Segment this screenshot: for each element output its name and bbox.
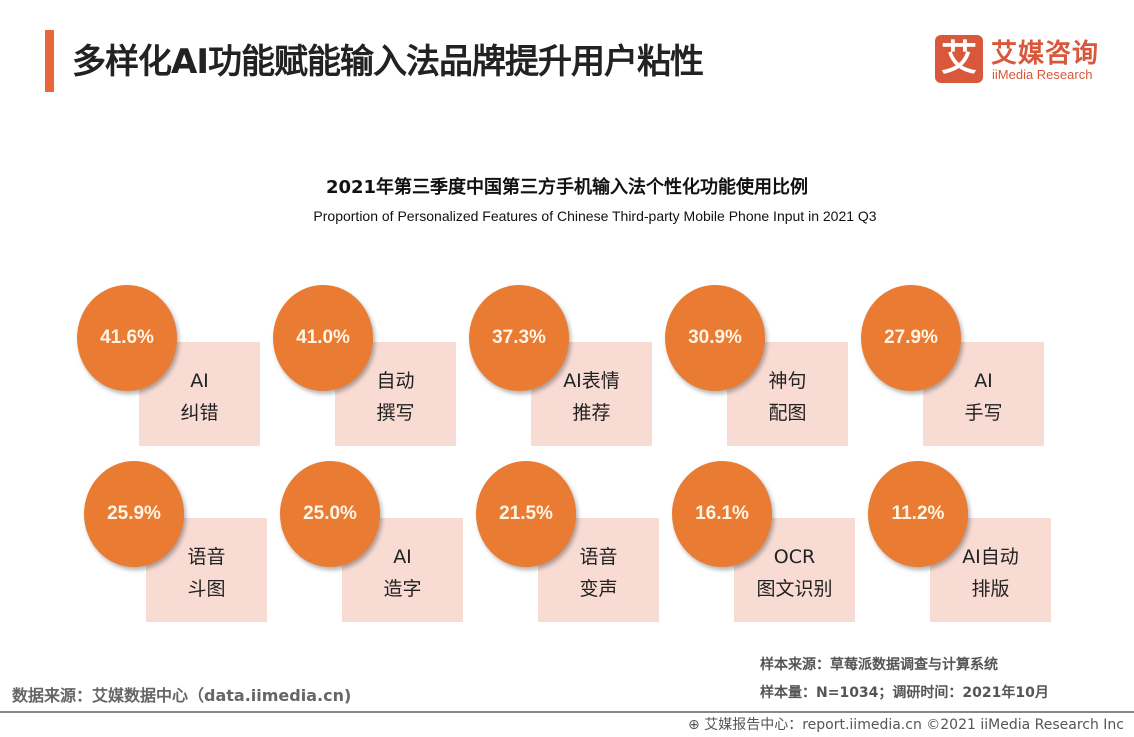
feature-value: 16.1% <box>695 503 749 524</box>
feature-value: 27.9% <box>884 327 938 348</box>
feature-label-line1: AI <box>190 370 209 392</box>
feature-label-line2: 手写 <box>964 402 1003 424</box>
logo-name-en: iiMedia Research <box>992 67 1093 82</box>
feature-value: 30.9% <box>688 327 742 348</box>
logo-mark-icon: 艾 <box>935 35 983 83</box>
feature-label-line2: 撰写 <box>376 402 415 424</box>
feature-value-circle: 25.9% <box>84 461 184 567</box>
feature-item: AI 纠错 41.6% <box>77 285 277 455</box>
logo-name-cn: 艾媒咨询 <box>991 39 1100 69</box>
sample-source: 样本来源：草莓派数据调查与计算系统 <box>760 657 998 673</box>
feature-value-circle: 41.6% <box>77 285 177 391</box>
globe-icon: ⊕ <box>688 717 700 733</box>
feature-label-line1: OCR <box>773 546 816 568</box>
feature-label-line2: 推荐 <box>572 402 611 424</box>
feature-item: OCR 图文识别 16.1% <box>672 461 872 631</box>
feature-item: AI自动排版 11.2% <box>868 461 1068 631</box>
feature-label-line1: 语音 <box>579 546 618 568</box>
feature-item: 神句 配图 30.9% <box>665 285 865 455</box>
feature-value-circle: 30.9% <box>665 285 765 391</box>
feature-value: 25.9% <box>107 503 161 524</box>
feature-label-line2: 造字 <box>383 578 422 600</box>
feature-label-line1: AI <box>393 546 412 568</box>
feature-label-line2: 斗图 <box>187 578 226 600</box>
feature-value-circle: 16.1% <box>672 461 772 567</box>
chart-subtitle: Proportion of Personalized Features of C… <box>313 208 877 224</box>
feature-value: 37.3% <box>492 327 546 348</box>
feature-value-circle: 21.5% <box>476 461 576 567</box>
feature-label-line2: 配图 <box>768 402 807 424</box>
feature-label-line1: 语音 <box>187 546 226 568</box>
chart-title: 2021年第三季度中国第三方手机输入法个性化功能使用比例 <box>325 177 809 198</box>
feature-value-circle: 25.0% <box>280 461 380 567</box>
feature-label-line2: 图文识别 <box>756 578 833 600</box>
feature-value-circle: 27.9% <box>861 285 961 391</box>
iimedia-logo: 艾 艾媒咨询 iiMedia Research <box>935 35 1115 85</box>
feature-label-line2: 变声 <box>579 578 618 600</box>
feature-value-circle: 11.2% <box>868 461 968 567</box>
feature-item: AI 手写 27.9% <box>861 285 1061 455</box>
feature-label-line1: 自动 <box>376 370 415 392</box>
feature-label-line1: AI <box>974 370 993 392</box>
feature-value: 21.5% <box>499 503 553 524</box>
feature-label-line2: 排版 <box>971 578 1010 600</box>
feature-label-line2: 纠错 <box>180 402 219 424</box>
feature-item: 语音 斗图 25.9% <box>84 461 284 631</box>
feature-value: 11.2% <box>891 503 945 524</box>
feature-label-line1: AI表情 <box>563 370 620 392</box>
feature-item: AI 造字 25.0% <box>280 461 480 631</box>
feature-item: 自动撰写 41.0% <box>273 285 473 455</box>
feature-value-circle: 41.0% <box>273 285 373 391</box>
page-title: 多样化AI功能赋能输入法品牌提升用户粘性 <box>72 42 704 82</box>
sample-size: 样本量：N=1034；调研时间：2021年10月 <box>760 685 1049 701</box>
report-text: 艾媒报告中心：report.iimedia.cn ©2021 iiMedia R… <box>704 717 1124 733</box>
feature-item: AI表情推荐 37.3% <box>469 285 669 455</box>
feature-value: 41.0% <box>296 327 350 348</box>
title-accent-bar <box>45 30 54 92</box>
feature-label-box: 语音 斗图 <box>146 518 267 622</box>
footer-divider <box>0 711 1134 713</box>
feature-value-circle: 37.3% <box>469 285 569 391</box>
feature-label-box: 神句 配图 <box>727 342 848 446</box>
feature-value: 25.0% <box>303 503 357 524</box>
report-footer: ⊕ 艾媒报告中心：report.iimedia.cn ©2021 iiMedia… <box>688 714 1124 734</box>
feature-item: 语音变声 21.5% <box>476 461 676 631</box>
feature-value: 41.6% <box>100 327 154 348</box>
feature-label-line1: AI自动 <box>962 546 1019 568</box>
feature-label-box: OCR 图文识别 <box>734 518 855 622</box>
feature-label-line1: 神句 <box>768 370 807 392</box>
data-source: 数据来源：艾媒数据中心（data.iimedia.cn) <box>12 686 352 705</box>
